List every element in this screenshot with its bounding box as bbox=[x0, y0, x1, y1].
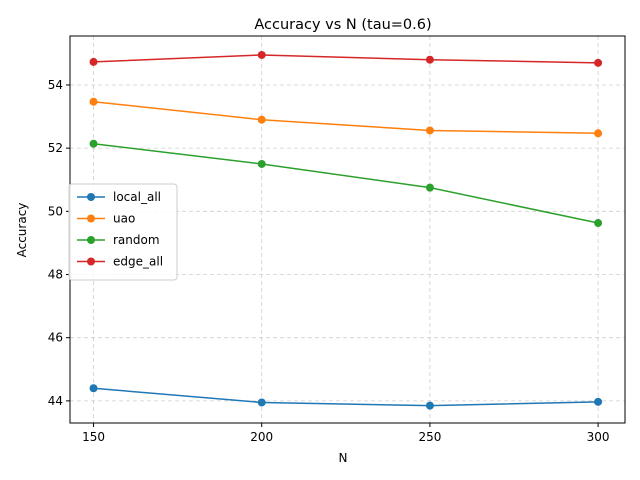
data-point-edge_all bbox=[594, 58, 603, 67]
data-point-local_all bbox=[89, 384, 98, 393]
data-point-local_all bbox=[425, 401, 434, 410]
data-point-local_all bbox=[594, 397, 603, 406]
data-point-random bbox=[425, 183, 434, 192]
data-point-random bbox=[89, 139, 98, 148]
y-tick-label: 54 bbox=[48, 78, 63, 92]
data-point-uao bbox=[594, 129, 603, 138]
series-lines bbox=[89, 50, 603, 410]
data-point-edge_all bbox=[89, 57, 98, 66]
data-point-edge_all bbox=[425, 55, 434, 64]
data-point-edge_all bbox=[257, 50, 266, 59]
legend-marker-random bbox=[87, 236, 95, 244]
legend-label-random: random bbox=[113, 233, 160, 247]
data-point-uao bbox=[425, 126, 434, 135]
data-point-random bbox=[257, 159, 266, 168]
legend-box bbox=[68, 183, 178, 281]
chart-title: Accuracy vs N (tau=0.6) bbox=[254, 17, 431, 33]
legend-label-uao: uao bbox=[113, 212, 135, 226]
data-point-local_all bbox=[257, 398, 266, 407]
series-line-local_all bbox=[93, 387, 599, 407]
x-tick-label: 150 bbox=[82, 430, 105, 444]
y-axis-label: Accuracy bbox=[15, 203, 29, 258]
series-line-random bbox=[93, 142, 599, 224]
x-tick-label: 300 bbox=[587, 430, 610, 444]
data-point-random bbox=[594, 219, 603, 228]
axis-ticks: 150 200 250 300 44 46 48 50 52 54 bbox=[48, 78, 610, 444]
x-tick-label: 200 bbox=[250, 430, 273, 444]
legend-marker-edge_all bbox=[87, 257, 95, 266]
y-tick-label: 44 bbox=[48, 394, 63, 408]
legend-label-edge_all: edge_all bbox=[113, 255, 163, 269]
y-tick-label: 50 bbox=[48, 204, 63, 218]
data-point-uao bbox=[257, 115, 266, 124]
series-line-uao bbox=[93, 100, 599, 135]
y-tick-label: 52 bbox=[48, 141, 63, 155]
series-line-edge_all bbox=[93, 54, 599, 64]
x-axis-label: N bbox=[339, 451, 348, 465]
data-point-uao bbox=[89, 97, 98, 106]
legend-marker-uao bbox=[87, 214, 95, 223]
legend-label-local_all: local_all bbox=[113, 190, 161, 204]
legend-marker-local_all bbox=[87, 193, 95, 201]
y-tick-label: 48 bbox=[48, 268, 63, 282]
y-tick-label: 46 bbox=[48, 331, 63, 345]
x-tick-label: 250 bbox=[418, 430, 441, 444]
